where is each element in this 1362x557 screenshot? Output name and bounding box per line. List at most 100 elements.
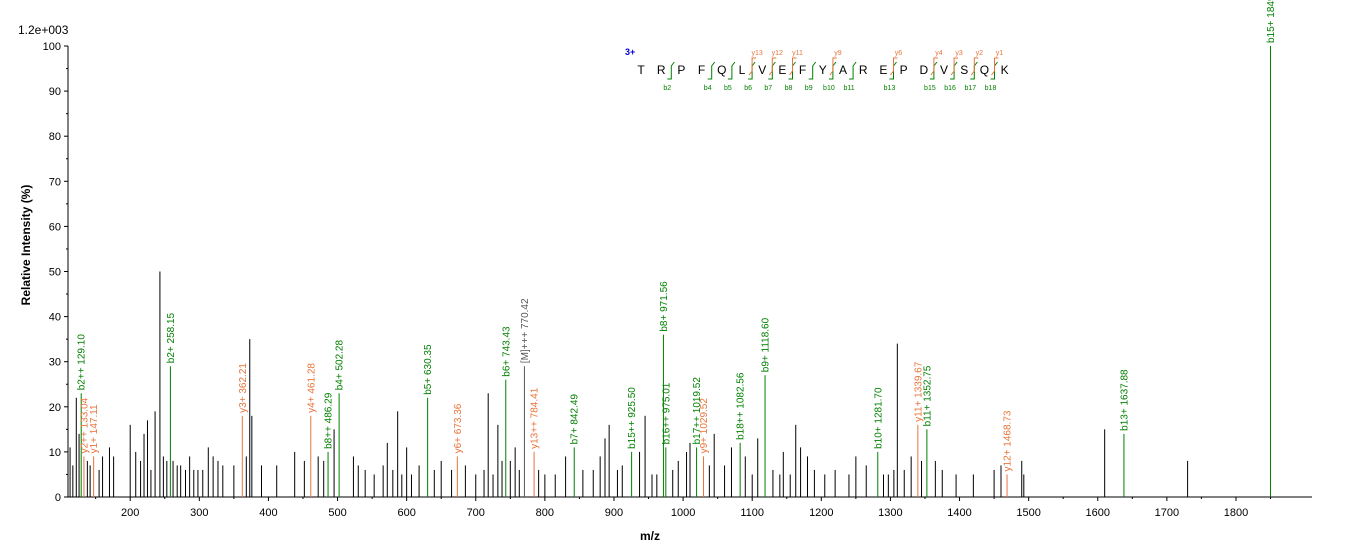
x-tick-label: 1000 <box>671 507 695 519</box>
peak-label: y11+ 1339.67 <box>913 361 924 422</box>
x-tick-label: 1300 <box>878 507 902 519</box>
sequence-residue: E <box>879 63 887 77</box>
y-tick-label: 20 <box>49 402 61 414</box>
y-ion-bracket <box>930 57 938 76</box>
b-ion-bracket <box>970 61 978 80</box>
sequence-residue: K <box>1001 63 1009 77</box>
x-tick-label: 1500 <box>1016 507 1040 519</box>
x-tick-label: 1600 <box>1086 507 1110 519</box>
b-ion-label: b6 <box>744 85 752 92</box>
b-ion-bracket <box>727 61 736 80</box>
y-ion-bracket <box>789 57 797 76</box>
peak-label: y13++ 784.41 <box>530 387 541 449</box>
b-ion-label: b16 <box>944 85 956 92</box>
y-ion-label: y4 <box>935 50 943 57</box>
y-ion-label: y1 <box>996 50 1004 57</box>
x-axis-title: m/z <box>640 529 660 543</box>
y-ion-label: y6 <box>895 50 903 57</box>
y-tick-label: 40 <box>49 312 61 324</box>
peak-label: b16++ 975.01 <box>661 382 672 444</box>
peak-label: b5+ 630.35 <box>423 344 434 395</box>
peak-label: y6+ 673.36 <box>453 403 464 453</box>
peak-label: b2+ 258.15 <box>166 312 177 363</box>
peak-label: [M]+++ 770.42 <box>520 298 531 363</box>
y-ion-bracket <box>829 57 837 76</box>
x-tick-label: 1200 <box>809 507 833 519</box>
peak-label: b18++ 1082.56 <box>736 372 747 440</box>
peak-label: b2++ 129.10 <box>77 334 88 391</box>
charge-state-label: 3+ <box>625 47 635 57</box>
x-tick-label: 1100 <box>740 507 764 519</box>
y-ion-label: y2 <box>976 50 984 57</box>
y-ion-label: y13 <box>751 50 762 57</box>
y-ion-label: y3 <box>955 50 963 57</box>
y-tick-label: 90 <box>49 86 61 98</box>
peak-label: b8+ 971.56 <box>659 281 670 332</box>
b-ion-label: b18 <box>985 85 997 92</box>
x-tick-label: 1400 <box>947 507 971 519</box>
b-ion-label: b4 <box>704 85 712 92</box>
peak-label: b15++ 925.50 <box>627 387 638 449</box>
b-ion-bracket <box>849 61 857 80</box>
sequence-residue: Y <box>819 63 827 77</box>
x-tick-label: 600 <box>397 507 415 519</box>
b-ion-bracket <box>889 61 897 80</box>
b-ion-label: b11 <box>844 85 855 92</box>
peak-label: b13+ 1637.88 <box>1119 369 1130 431</box>
y-ion-bracket <box>950 57 959 76</box>
peak-label: y1+ 147.11 <box>89 404 100 453</box>
sequence-residue: E <box>778 63 786 77</box>
b-ion-label: b15 <box>924 85 936 92</box>
peak-label: y2++ 133.04 <box>79 397 90 453</box>
sequence-residue: S <box>960 63 968 77</box>
sequence-residue: R <box>657 63 666 77</box>
peak-label: b15+ 1849.94 <box>1266 0 1277 43</box>
y-tick-label: 0 <box>55 492 61 504</box>
b-ion-label: b17 <box>964 85 976 92</box>
b-ion-bracket <box>768 61 776 80</box>
unassigned-peaks <box>69 271 1189 497</box>
peak-label: y12+ 1468.73 <box>1003 410 1014 471</box>
x-tick-label: 300 <box>190 507 208 519</box>
b-ion-label: b9 <box>805 85 813 92</box>
sequence-residue: Q <box>717 63 726 77</box>
b-ion-label: b13 <box>884 85 896 92</box>
sequence-residue: Q <box>980 63 989 77</box>
peak-label: b8++ 486.29 <box>324 392 335 449</box>
peak-label: y9+ 1029.52 <box>699 398 710 454</box>
sequence-residue: F <box>799 63 806 77</box>
y-ion-bracket <box>768 57 777 76</box>
b-ion-bracket <box>929 61 938 80</box>
annotated-peaks <box>80 46 1271 497</box>
sequence-residue: V <box>940 63 948 77</box>
y-tick-label: 10 <box>49 447 61 459</box>
y-tick-label: 80 <box>49 131 61 143</box>
b-ion-bracket <box>808 61 817 80</box>
axes: 0 10 20 30 40 50 60 70 80 90 100 200 300 400 500 600 700… <box>43 41 1312 519</box>
x-tick-label: 200 <box>121 507 139 519</box>
b-ion-label: b8 <box>785 85 793 92</box>
b-ion-bracket <box>748 61 756 80</box>
sequence-residue: R <box>859 63 868 77</box>
x-tick-label: 1700 <box>1155 507 1179 519</box>
x-tick-label: 1800 <box>1224 507 1248 519</box>
peak-label: b7+ 842.49 <box>570 394 581 445</box>
peak-label: b17++ 1019.52 <box>692 377 703 445</box>
b-ion-bracket <box>990 61 998 80</box>
b-ion-bracket <box>667 61 675 80</box>
b-ion-label: b2 <box>663 85 671 92</box>
x-tick-label: 700 <box>467 507 485 519</box>
y-ion-bracket <box>748 57 757 76</box>
sequence-residue: F <box>698 63 705 77</box>
y-ion-label: y12 <box>772 50 783 57</box>
peak-label: b11+ 1352.75 <box>922 365 933 426</box>
sequence-residue: P <box>677 63 685 77</box>
sequence-residue: L <box>739 63 746 77</box>
y-ion-bracket <box>991 57 999 76</box>
sequence-residue: T <box>637 63 645 77</box>
b-ion-label: b7 <box>764 85 772 92</box>
peak-label: b6+ 743.43 <box>501 326 512 377</box>
y-ion-bracket <box>890 57 898 76</box>
